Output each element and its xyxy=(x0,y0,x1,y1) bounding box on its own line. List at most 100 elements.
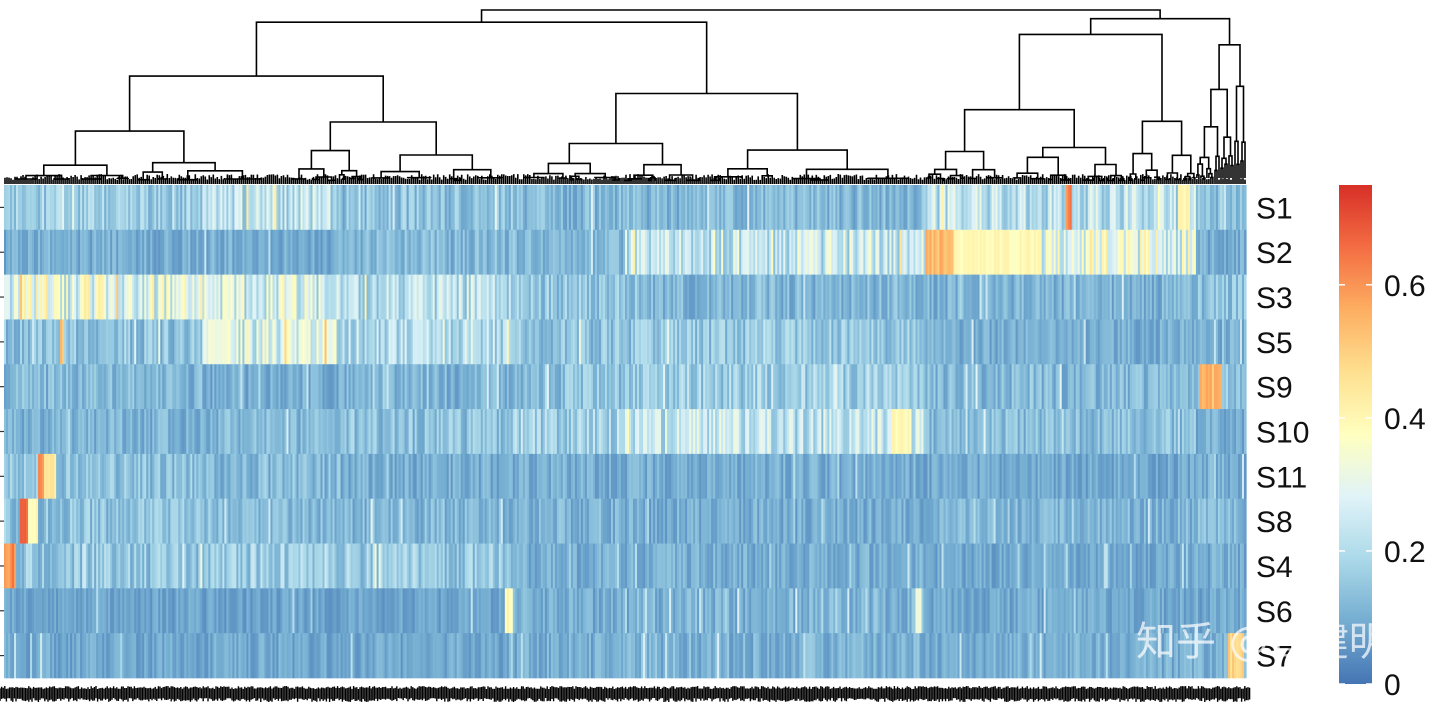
heatmap-cell xyxy=(296,409,300,455)
heatmap-cell xyxy=(691,319,694,365)
heatmap-cell xyxy=(584,498,588,544)
heatmap-cell xyxy=(847,498,850,544)
heatmap-cell xyxy=(1005,409,1009,455)
heatmap-cell xyxy=(709,453,712,500)
heatmap-cell xyxy=(1113,453,1117,500)
heatmap-cell xyxy=(144,274,147,320)
heatmap-cell xyxy=(436,364,440,410)
heatmap-cell xyxy=(484,498,488,544)
heatmap-cell xyxy=(528,319,532,365)
heatmap-cell xyxy=(480,498,484,544)
heatmap-cell xyxy=(398,229,402,275)
heatmap-cell xyxy=(568,185,572,231)
heatmap-cell xyxy=(1185,229,1189,275)
heatmap-cell xyxy=(54,185,57,231)
heatmap-cell xyxy=(833,185,836,231)
heatmap-cell xyxy=(807,229,810,275)
heatmap-cell xyxy=(466,185,470,231)
heatmap-cell xyxy=(895,453,899,500)
heatmap-cell xyxy=(246,274,249,320)
heatmap-cell xyxy=(508,229,512,275)
heatmap-cell xyxy=(76,319,79,365)
heatmap-cell xyxy=(572,274,576,320)
heatmap-cell xyxy=(108,185,111,231)
heatmap-cell xyxy=(346,185,350,231)
heatmap-cell xyxy=(176,453,179,500)
heatmap-cell xyxy=(198,453,201,500)
heatmap-cell xyxy=(1037,185,1041,231)
heatmap-cell xyxy=(1037,453,1041,500)
heatmap-cell xyxy=(268,319,272,365)
heatmap-cell xyxy=(26,274,29,320)
heatmap-cell xyxy=(837,229,840,275)
heatmap-cell xyxy=(166,453,169,500)
heatmap-row-s4 xyxy=(4,543,1247,589)
heatmap-cell xyxy=(460,453,464,500)
heatmap-cell xyxy=(929,229,933,275)
heatmap-cell xyxy=(190,453,193,500)
heatmap-cell xyxy=(1123,185,1127,231)
heatmap-cell xyxy=(354,319,358,365)
heatmap-cell xyxy=(1113,319,1117,365)
heatmap-cell xyxy=(771,364,774,410)
heatmap-cell xyxy=(176,185,179,231)
heatmap-cell xyxy=(797,453,800,500)
heatmap-cell xyxy=(180,229,183,275)
heatmap-cell xyxy=(737,498,740,544)
heatmap-cell xyxy=(941,319,945,365)
heatmap-cell xyxy=(186,185,189,231)
heatmap-cell xyxy=(1105,274,1109,320)
heatmap-cell xyxy=(42,185,45,231)
heatmap-cell xyxy=(332,274,336,320)
heatmap-cell xyxy=(853,453,856,500)
heatmap-cell xyxy=(1025,409,1029,455)
heatmap-cell xyxy=(1057,409,1061,455)
heatmap-cell xyxy=(436,185,440,231)
heatmap-cell xyxy=(797,274,800,320)
heatmap-cell xyxy=(1127,364,1131,410)
heatmap-cell xyxy=(997,498,1001,544)
heatmap-cell xyxy=(1139,229,1143,275)
heatmap-cell xyxy=(534,409,538,455)
heatmap-cell xyxy=(957,229,961,275)
heatmap-cell xyxy=(691,274,694,320)
heatmap-cell xyxy=(594,409,598,455)
heatmap-cell xyxy=(64,498,67,544)
heatmap-cell xyxy=(304,185,308,231)
heatmap-cell xyxy=(839,453,842,500)
heatmap-cell xyxy=(70,274,73,320)
heatmap-cell xyxy=(653,319,656,365)
heatmap-cell xyxy=(14,229,17,275)
heatmap-cell xyxy=(314,498,318,544)
heatmap-cell xyxy=(28,364,31,410)
heatmap-cell xyxy=(234,453,237,500)
heatmap-cell xyxy=(1199,498,1203,544)
heatmap-cell xyxy=(386,274,390,320)
heatmap-cell xyxy=(809,274,812,320)
heatmap-cell xyxy=(12,185,15,231)
heatmap-cell xyxy=(88,274,91,320)
heatmap-cell xyxy=(232,185,235,231)
heatmap-cell xyxy=(719,409,722,455)
heatmap-cell xyxy=(334,498,338,544)
heatmap-cell xyxy=(248,453,251,500)
heatmap-cell xyxy=(30,543,33,589)
heatmap-cell xyxy=(1025,498,1029,544)
heatmap-cell xyxy=(116,453,119,500)
heatmap-cell xyxy=(775,229,778,275)
heatmap-cell xyxy=(554,498,558,544)
heatmap-cell xyxy=(240,274,243,320)
heatmap-cell xyxy=(893,409,897,455)
heatmap-cell xyxy=(1219,453,1223,500)
heatmap-cell xyxy=(308,185,312,231)
heatmap-cell xyxy=(713,453,716,500)
heatmap-cell xyxy=(641,274,644,320)
heatmap-cell xyxy=(24,229,27,275)
heatmap-cell xyxy=(6,185,9,231)
heatmap-cell xyxy=(26,319,29,365)
heatmap-cell xyxy=(1077,498,1081,544)
heatmap-cell xyxy=(522,364,526,410)
heatmap-cell xyxy=(725,498,728,544)
heatmap-cell xyxy=(773,409,776,455)
heatmap-cell xyxy=(1085,185,1089,231)
